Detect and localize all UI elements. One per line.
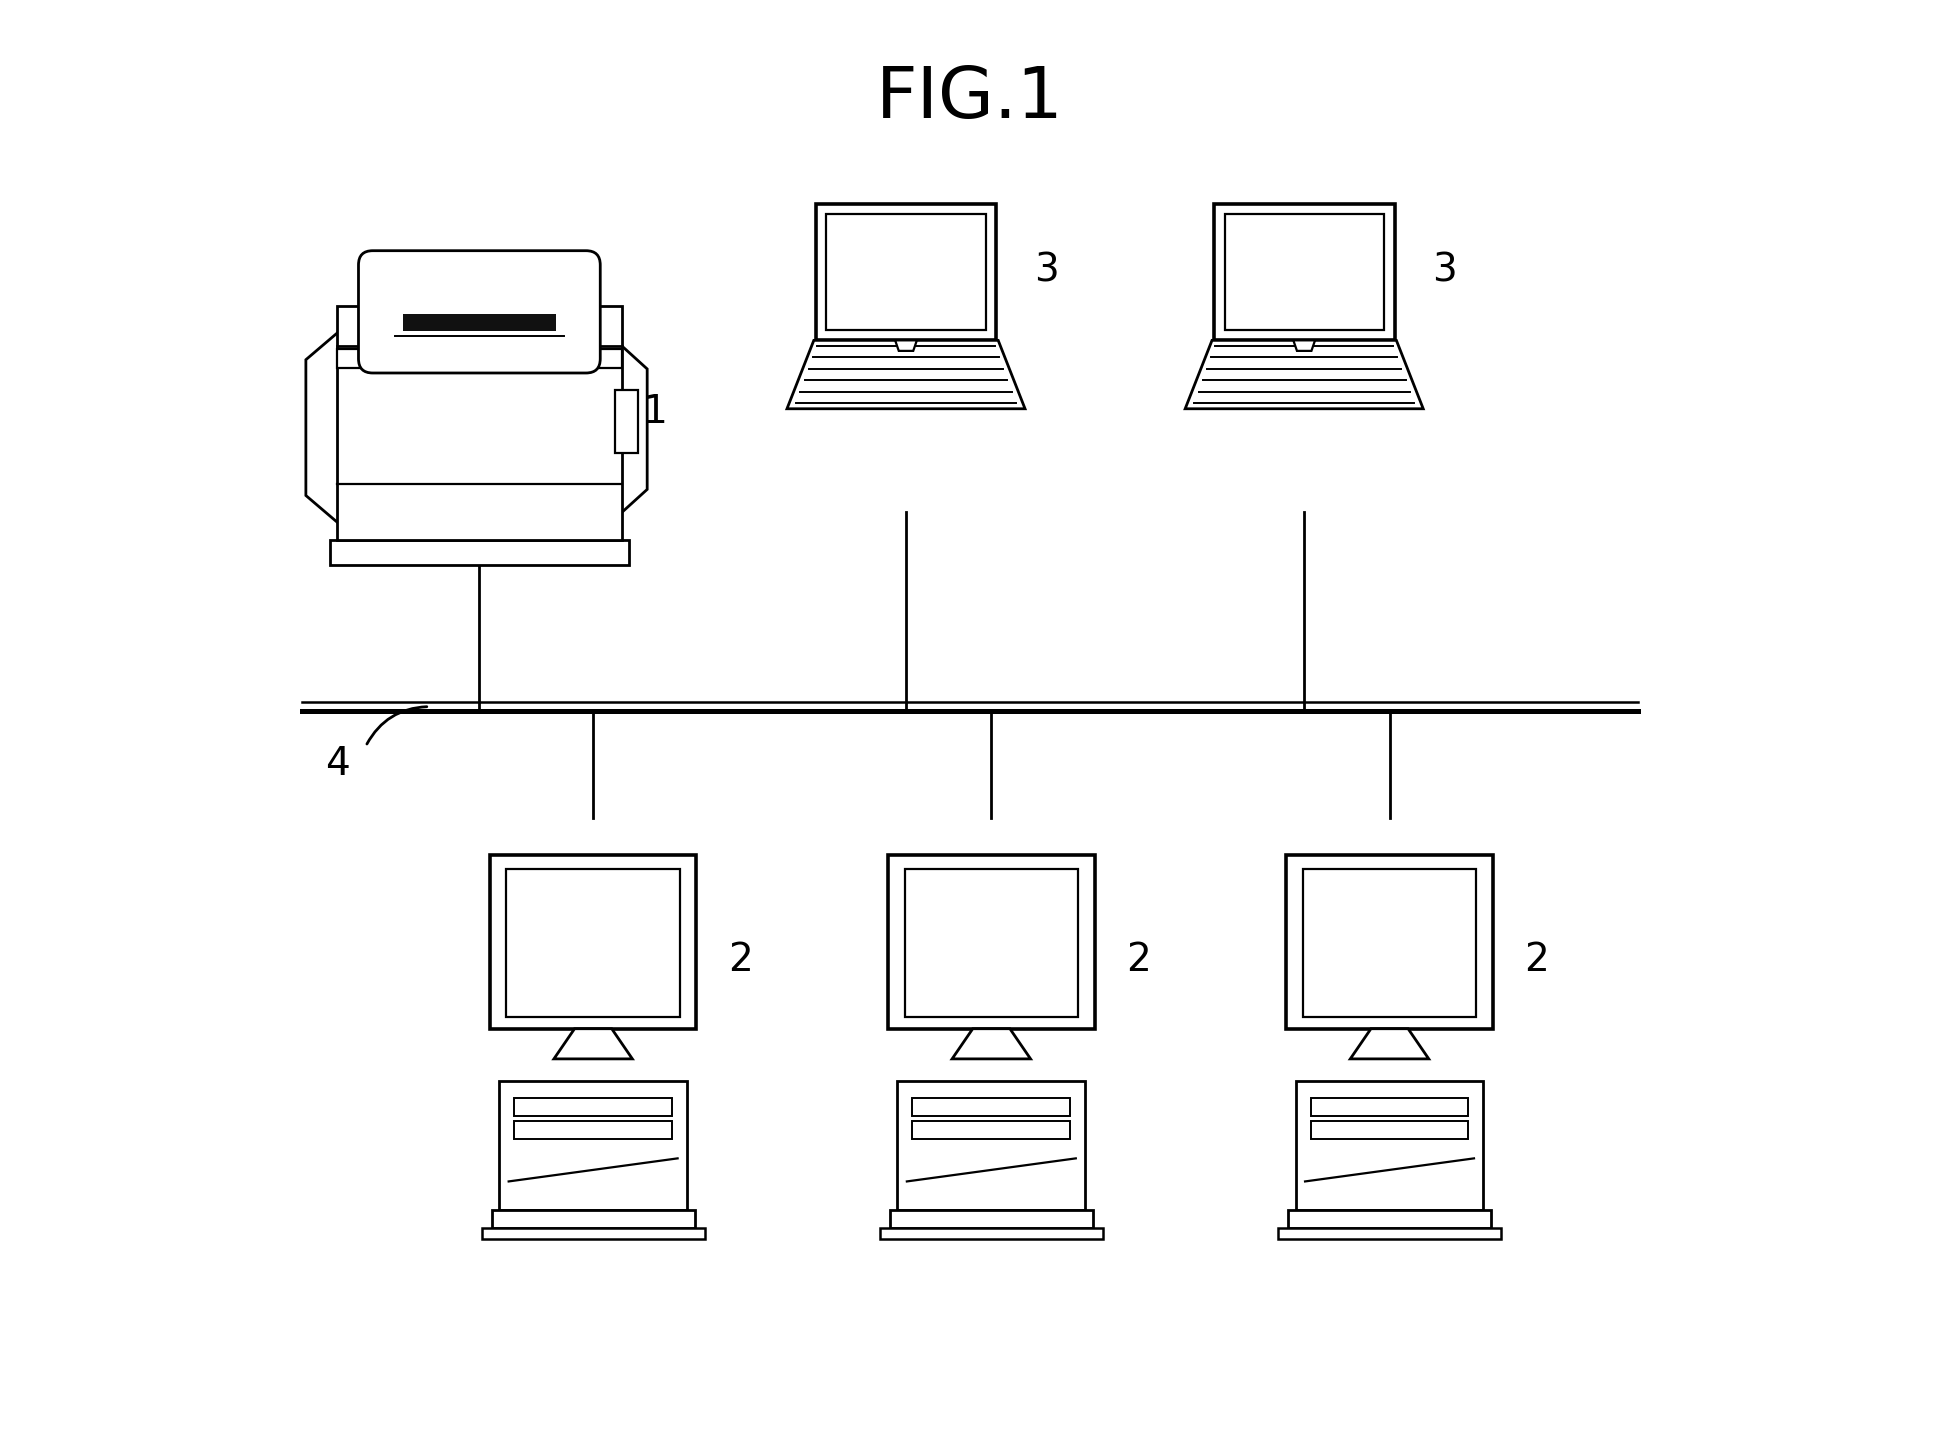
Bar [1311, 1099, 1468, 1116]
Bar [481, 1228, 704, 1239]
Bar [890, 1209, 1092, 1228]
Bar [337, 349, 620, 368]
Bar [514, 1099, 671, 1116]
Polygon shape [555, 1028, 632, 1058]
Bar [826, 214, 985, 329]
Bar [1278, 1228, 1501, 1239]
Polygon shape [619, 343, 648, 516]
Text: 4: 4 [324, 744, 349, 783]
Bar [911, 1122, 1070, 1139]
Bar [491, 856, 696, 1028]
Text: 3: 3 [1033, 251, 1059, 289]
FancyArrowPatch shape [564, 414, 630, 438]
Bar [888, 856, 1094, 1028]
FancyBboxPatch shape [359, 251, 599, 373]
Bar [904, 869, 1078, 1017]
Polygon shape [306, 330, 339, 524]
Text: 2: 2 [1127, 941, 1150, 979]
Bar [506, 869, 679, 1017]
Bar [330, 540, 628, 566]
Bar [615, 391, 638, 452]
Polygon shape [787, 340, 1024, 409]
Text: FIG.1: FIG.1 [876, 63, 1063, 132]
Polygon shape [1350, 1028, 1427, 1058]
Bar [1287, 1209, 1491, 1228]
Bar [514, 1122, 671, 1139]
Text: 2: 2 [1524, 941, 1549, 979]
Polygon shape [952, 1028, 1030, 1058]
Polygon shape [1185, 340, 1423, 409]
Polygon shape [894, 340, 917, 350]
Bar [1311, 1122, 1468, 1139]
Text: 3: 3 [1431, 251, 1456, 289]
Text: 1: 1 [642, 393, 667, 431]
Bar [337, 306, 620, 540]
FancyArrowPatch shape [366, 707, 427, 744]
Text: 2: 2 [727, 941, 752, 979]
Bar [1214, 204, 1394, 340]
Bar [1303, 869, 1476, 1017]
Polygon shape [1293, 340, 1315, 350]
Bar [911, 1099, 1070, 1116]
Bar [880, 1228, 1101, 1239]
Bar [898, 1081, 1084, 1209]
Bar [1286, 856, 1491, 1028]
Bar [491, 1209, 694, 1228]
Bar [498, 1081, 686, 1209]
Bar [814, 204, 997, 340]
Bar [1224, 214, 1383, 329]
Bar [403, 313, 556, 330]
Bar [1295, 1081, 1483, 1209]
